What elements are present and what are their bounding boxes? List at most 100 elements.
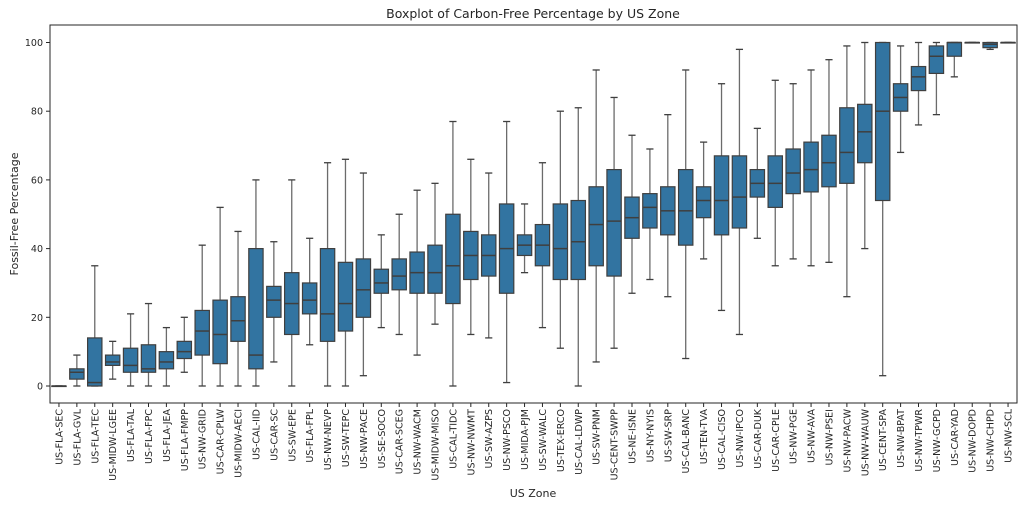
x-tick-label: US-MIDW-MISO (431, 409, 442, 481)
x-tick-label: US-NW-DOPD (968, 409, 979, 473)
x-tick-label: US-NW-PGE (789, 409, 800, 464)
box-us-car-sc (266, 241, 282, 363)
box-iqr (803, 141, 819, 193)
x-tick-label: US-CENT-SWPP (610, 409, 621, 481)
box-us-fla-sec (51, 385, 67, 388)
y-tick-label: 20 (31, 313, 43, 324)
box-us-sw-pnm (588, 69, 604, 363)
box-us-car-cple (767, 79, 784, 267)
x-tick-label: US-FLA-FPL (305, 408, 316, 462)
box-iqr (319, 248, 336, 342)
x-tick-label: US-CAL-LDWP (574, 409, 585, 475)
x-tick-label: US-NW-GRID (198, 409, 209, 469)
box-iqr (122, 347, 139, 373)
x-tick-label: US-SW-EPE (287, 409, 298, 462)
x-tick-label: US-NW-WACM (413, 409, 424, 475)
x-tick-label: US-NW-PSCO (502, 409, 513, 471)
box-us-car-yad (946, 41, 963, 78)
box-us-tex-erco (552, 110, 569, 349)
x-tick-label: US-MIDW-AECI (234, 409, 245, 478)
box-us-sw-azps (480, 172, 497, 339)
x-tick-label: US-NW-IPCO (735, 409, 746, 468)
box-iqr (642, 193, 658, 229)
box-us-cal-ciso (713, 83, 730, 312)
box-iqr (248, 248, 264, 370)
box-iqr (677, 168, 694, 246)
box-iqr (821, 134, 837, 188)
x-tick-label: US-CAR-SCEG (395, 409, 406, 474)
x-tick-label: US-FLA-SEC (54, 409, 65, 465)
x-tick-label: US-SW-PNM (592, 409, 603, 465)
box-us-midw-lgee (104, 340, 121, 380)
box-us-mida-pjm (516, 203, 533, 274)
y-tick-label: 0 (37, 382, 43, 393)
x-tick-label: US-SW-TEPC (341, 409, 352, 468)
x-tick-label: US-NW-SCL (1004, 408, 1015, 463)
x-tick-label: US-NW-AVA (807, 409, 818, 464)
box-iqr (140, 344, 157, 373)
box-us-fla-tec (87, 265, 103, 387)
box-iqr (301, 282, 318, 315)
box-us-nw-pace (355, 172, 372, 377)
box-iqr (427, 244, 443, 294)
x-tick-label: US-SW-AZPS (484, 409, 495, 468)
box-us-fla-tal (122, 313, 139, 387)
x-tick-label: US-CAR-DUK (753, 408, 764, 468)
box-us-cal-banc (677, 69, 694, 360)
box-us-nw-scl (1000, 41, 1016, 44)
y-tick-label: 40 (31, 244, 43, 255)
box-us-nw-nwmt (463, 158, 479, 336)
x-tick-label: US-CAL-TIDC (448, 409, 459, 469)
x-tick-label: US-CAR-CPLW (216, 408, 227, 474)
x-tick-label: US-CAR-SC (269, 409, 280, 461)
box-us-nw-pge (785, 83, 801, 260)
box-us-nw-gcpd (928, 41, 945, 116)
box-us-nw-tpwr (910, 41, 927, 126)
box-us-nw-pacw (839, 45, 855, 298)
x-tick-label: US-MIDA-PJM (520, 409, 531, 470)
box-iqr (857, 103, 873, 164)
x-axis-label: US Zone (510, 487, 557, 500)
x-tick-label: US-FLA-TAL (126, 408, 137, 462)
y-tick-label: 60 (31, 175, 43, 186)
box-iqr (606, 168, 622, 277)
box-us-fla-jea (158, 326, 175, 387)
box-iqr (928, 45, 945, 75)
box-us-sw-walc (534, 162, 551, 329)
box-us-nw-nevp (319, 162, 336, 387)
x-tick-label: US-CAL-BANC (681, 409, 692, 474)
box-us-nw-wacm (409, 189, 425, 356)
box-us-nw-grid (194, 244, 210, 387)
box-iqr (373, 268, 390, 294)
chart-title: Boxplot of Carbon-Free Percentage by US … (386, 6, 680, 21)
box-us-car-cplw (212, 206, 228, 387)
box-iqr (337, 261, 354, 332)
box-us-nw-dopd (964, 41, 980, 44)
box-us-midw-aeci (230, 230, 246, 387)
box-iqr (982, 41, 998, 49)
x-tick-label: US-NW-PACW (842, 408, 853, 472)
box-iqr (230, 296, 246, 342)
box-us-nw-psco (498, 120, 515, 384)
box-us-fla-fpc (140, 302, 157, 387)
box-us-fla-gvl (69, 354, 85, 387)
x-tick-label: US-NW-CHPD (986, 409, 997, 472)
box-us-cent-spa (874, 41, 891, 377)
box-iqr (713, 155, 730, 236)
box-us-sw-epe (283, 179, 300, 387)
box-iqr (910, 65, 927, 92)
x-tick-label: US-NW-TPWR (914, 409, 925, 472)
box-iqr (588, 186, 604, 267)
x-tick-label: US-NW-NEVP (323, 409, 334, 471)
box-us-nw-chpd (982, 41, 998, 51)
x-tick-label: US-SW-SRP (663, 409, 674, 463)
box-us-car-sceg (391, 213, 407, 336)
box-iqr (552, 203, 569, 281)
box-iqr (785, 148, 801, 195)
plot-area: 0 20 40 60 80 100 US-FLA-SEC US-FLA-GVL US-FLA-T… (25, 38, 1016, 481)
box-us-nw-wauw (857, 41, 873, 250)
x-tick-label: US-FLA-FPC (144, 409, 155, 464)
x-tick-label: US-NW-NWMT (466, 409, 477, 476)
x-tick-label: US-NW-BPAT (896, 409, 907, 468)
box-us-cal-ldwp (570, 107, 587, 387)
